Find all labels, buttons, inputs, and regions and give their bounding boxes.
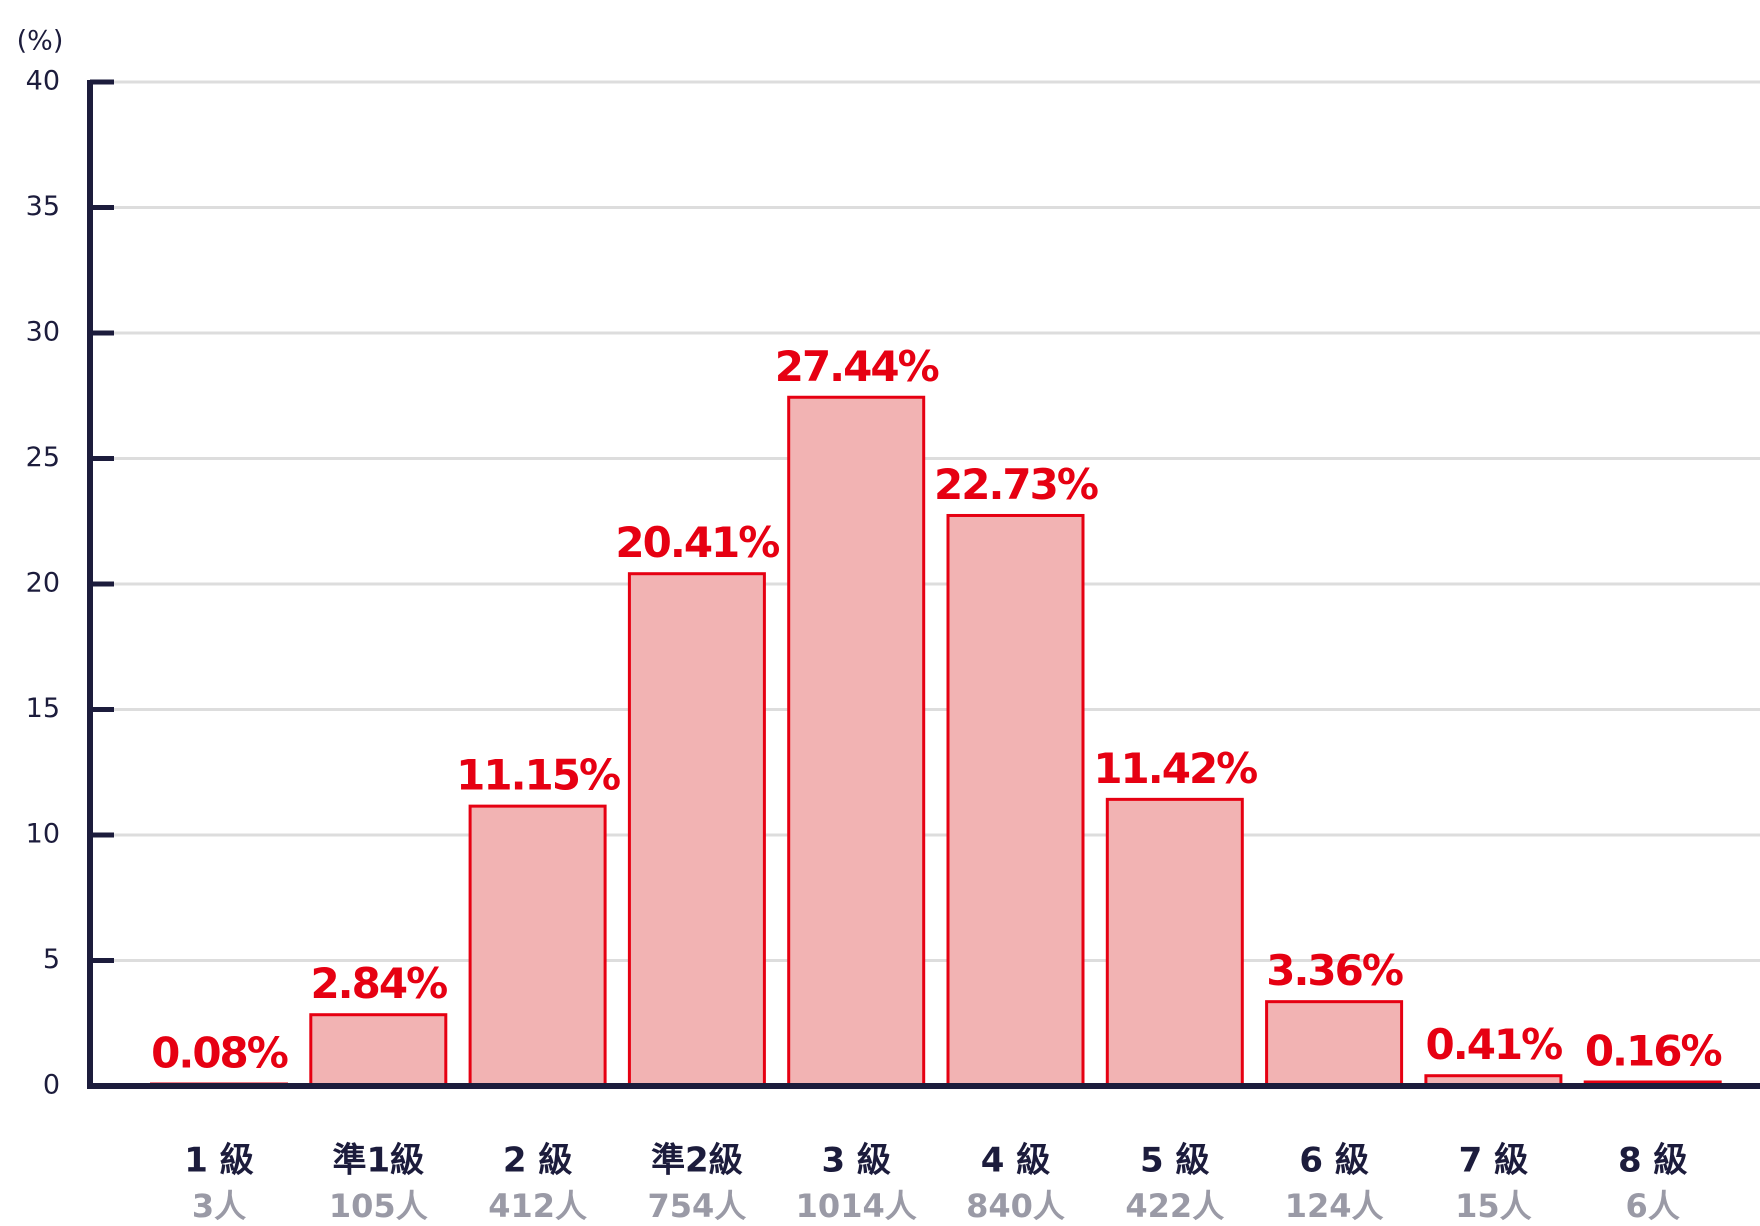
value-label: 0.16% xyxy=(1585,1026,1722,1075)
bar xyxy=(946,513,1085,1088)
count-label: 840人 xyxy=(966,1187,1065,1225)
value-label: 22.73% xyxy=(934,460,1098,509)
count-label: 105人 xyxy=(329,1187,428,1225)
y-tick-label: 35 xyxy=(26,191,60,222)
bar xyxy=(1265,1000,1404,1088)
x-tick-label: 6 級 xyxy=(1299,1141,1369,1181)
count-label: 1014人 xyxy=(796,1187,917,1225)
y-tick-label: 15 xyxy=(26,693,60,724)
value-label: 0.41% xyxy=(1426,1020,1563,1069)
x-tick-label: 3 級 xyxy=(821,1141,891,1181)
bar xyxy=(1105,797,1244,1088)
x-tick-label: 4 級 xyxy=(981,1141,1051,1181)
count-label: 124人 xyxy=(1285,1187,1384,1225)
bar xyxy=(309,1013,448,1088)
value-label: 3.36% xyxy=(1266,946,1403,995)
value-label: 20.41% xyxy=(615,518,779,567)
y-tick-label: 5 xyxy=(43,944,60,975)
bar xyxy=(627,572,766,1088)
x-tick-label: 5 級 xyxy=(1140,1141,1210,1181)
value-label: 27.44% xyxy=(775,342,939,391)
y-tick-label: 20 xyxy=(26,568,60,599)
count-label: 6人 xyxy=(1626,1187,1680,1225)
y-tick-label: 0 xyxy=(43,1070,60,1101)
count-label: 3人 xyxy=(192,1187,246,1225)
bar xyxy=(787,395,926,1088)
x-tick-label: 準2級 xyxy=(651,1141,743,1181)
x-tick-label: 1 級 xyxy=(184,1141,254,1181)
bar xyxy=(468,804,607,1088)
count-label: 754人 xyxy=(647,1187,746,1225)
value-label: 11.15% xyxy=(456,751,620,800)
x-tick-label: 7 級 xyxy=(1459,1141,1529,1181)
y-tick-label: 30 xyxy=(26,317,60,348)
y-tick-label: 40 xyxy=(26,66,60,97)
count-label: 15人 xyxy=(1455,1187,1532,1225)
value-label: 11.42% xyxy=(1093,744,1257,793)
y-axis-label: (%) xyxy=(17,26,64,57)
y-tick-label: 25 xyxy=(26,442,60,473)
y-tick-label: 10 xyxy=(26,819,60,850)
x-tick-label: 準1級 xyxy=(332,1141,424,1181)
count-label: 412人 xyxy=(488,1187,587,1225)
value-label: 2.84% xyxy=(310,959,447,1008)
x-tick-label: 2 級 xyxy=(503,1141,573,1181)
count-label: 422人 xyxy=(1125,1187,1224,1225)
value-label: 0.08% xyxy=(151,1028,288,1077)
x-tick-label: 8 級 xyxy=(1618,1141,1688,1181)
